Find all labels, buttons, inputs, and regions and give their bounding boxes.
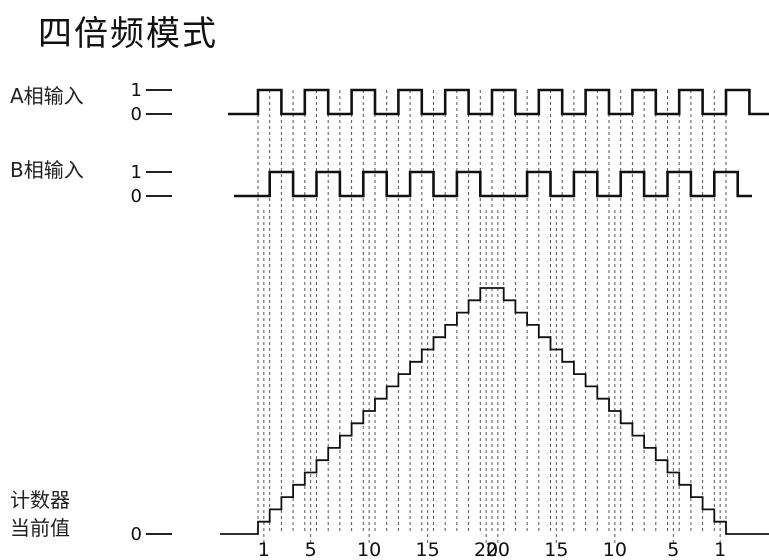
tick-label: 20: [474, 539, 498, 560]
b-phase-label: B相输入: [10, 158, 84, 182]
a-phase-waveform: [228, 88, 769, 116]
counter-label-line1: 计数器: [10, 488, 70, 512]
a-low-level-text: 0: [131, 104, 142, 125]
tick-label: 5: [667, 539, 679, 560]
tick-label: 10: [357, 539, 381, 560]
counter-label-line2: 当前值: [10, 516, 70, 540]
page-title: 四倍频模式: [38, 14, 218, 54]
counter-zero-level-text: 0: [131, 524, 142, 545]
a-phase-label: A相输入: [10, 84, 84, 108]
tick-label: 20: [486, 539, 510, 560]
tick-label: 5: [305, 539, 317, 560]
waveforms: [220, 88, 769, 535]
tick-label: 1: [714, 539, 726, 560]
dashed-guide-lines: [257, 90, 727, 546]
b-low-level-text: 0: [131, 186, 142, 207]
tick-label: 15: [544, 539, 568, 560]
a-high-level-text: 1: [131, 80, 142, 101]
tick-label: 10: [603, 539, 627, 560]
tick-label: 1: [258, 539, 270, 560]
counter-staircase: [220, 287, 769, 535]
b-phase-waveform: [234, 170, 752, 198]
level-markers: 1 0 1 0 0: [131, 80, 172, 545]
b-high-level-text: 1: [131, 162, 142, 183]
tick-label: 15: [416, 539, 440, 560]
